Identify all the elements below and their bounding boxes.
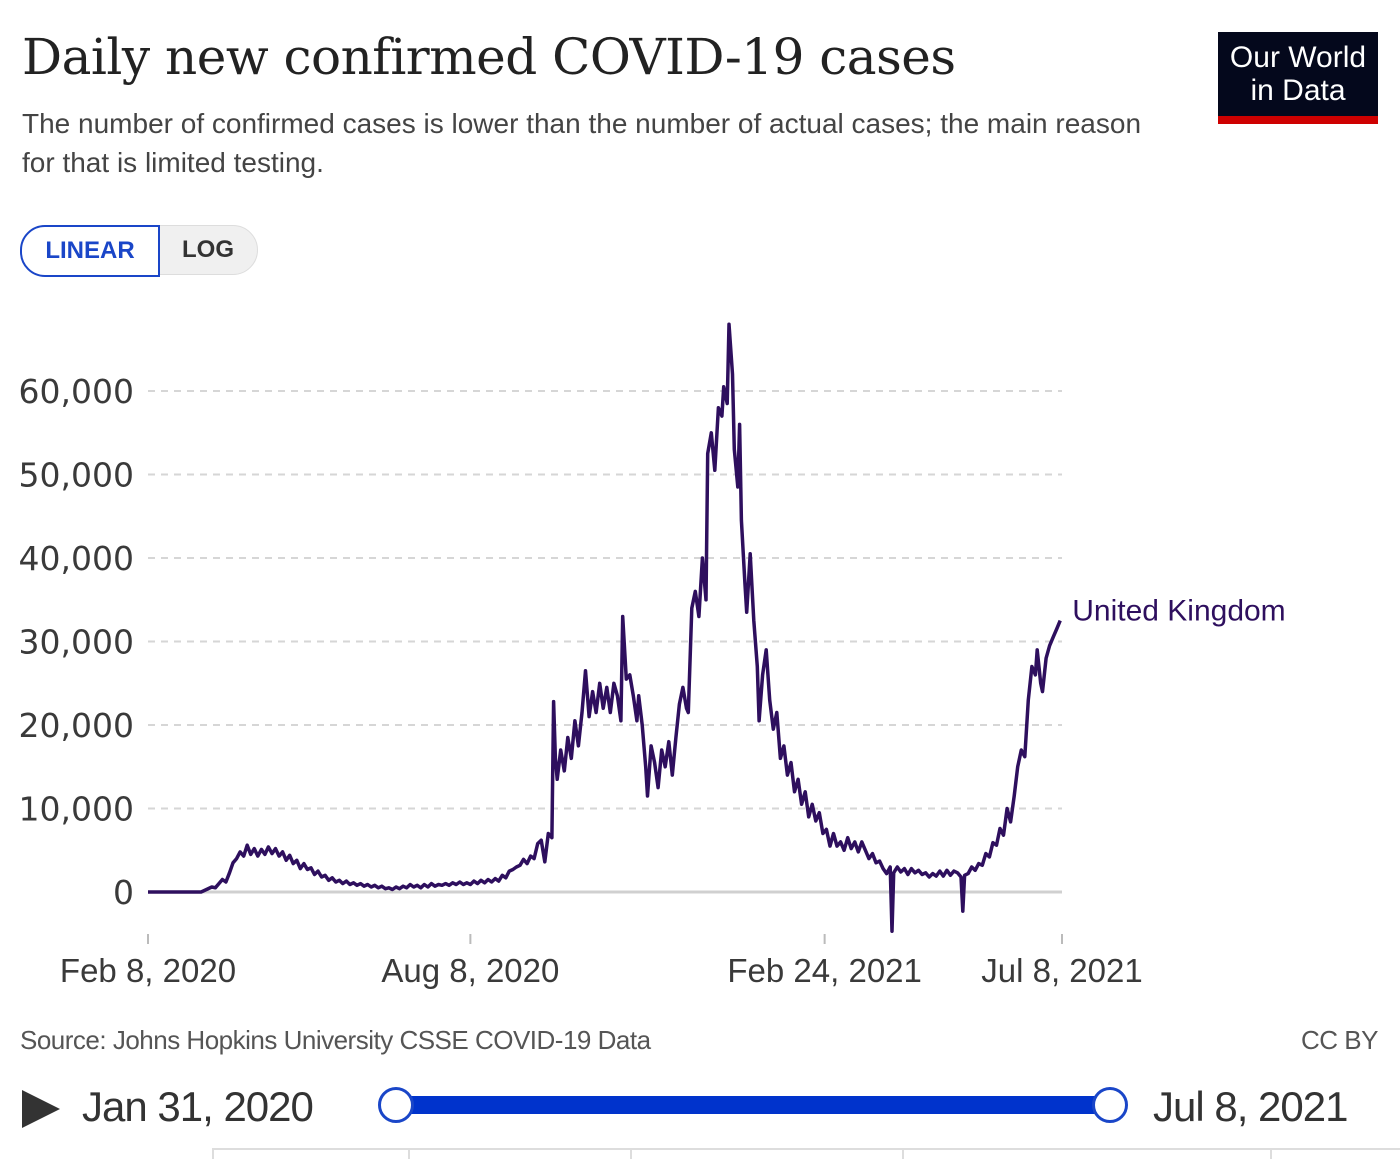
y-tick-label: 0 xyxy=(113,873,134,912)
timeline-start-label: Jan 31, 2020 xyxy=(82,1083,314,1130)
x-axis-ticks: Feb 8, 2020 Aug 8, 2020 Feb 24, 2021 Jul 8,… xyxy=(60,934,1143,989)
y-tick-label: 60,000 xyxy=(19,372,134,411)
series-label: United Kingdom xyxy=(1072,595,1285,628)
license-link[interactable]: CC BY xyxy=(1301,1025,1378,1055)
timeline-slider-track[interactable] xyxy=(396,1096,1110,1114)
y-tick-label: 40,000 xyxy=(19,539,134,578)
logo-red-bar xyxy=(1218,116,1378,124)
timeline-end-label: Jul 8, 2021 xyxy=(1153,1083,1348,1130)
tab-chart[interactable] xyxy=(212,1150,408,1159)
y-tick-label: 30,000 xyxy=(19,623,134,662)
log-scale-button[interactable]: LOG xyxy=(182,236,234,263)
tab-table[interactable] xyxy=(630,1150,902,1159)
y-axis-ticks: 0 10,000 20,000 30,000 40,000 50,000 60,000 xyxy=(19,372,134,912)
chart-title: Daily new confirmed COVID-19 cases xyxy=(22,28,956,86)
linear-scale-button[interactable]: LINEAR xyxy=(20,225,160,277)
chart-subtitle: The number of confirmed cases is lower t… xyxy=(22,108,1142,178)
source-note[interactable]: Source: Johns Hopkins University CSSE CO… xyxy=(20,1025,651,1055)
tab-strip xyxy=(212,1148,1400,1159)
play-icon[interactable] xyxy=(22,1090,60,1128)
gridlines xyxy=(148,390,1062,894)
x-tick-label: Feb 8, 2020 xyxy=(60,952,236,989)
logo-line-2: in Data xyxy=(1250,74,1346,107)
x-tick-label: Jul 8, 2021 xyxy=(981,952,1142,989)
x-tick-label: Aug 8, 2020 xyxy=(381,952,559,989)
series-line-united-kingdom xyxy=(148,322,1062,933)
timeline-start-handle[interactable] xyxy=(378,1087,414,1123)
line-chart: 0 10,000 20,000 30,000 40,000 50,000 60,000 Fe… xyxy=(19,322,1286,989)
tab-download[interactable] xyxy=(1270,1150,1400,1159)
timeline-end-handle[interactable] xyxy=(1092,1087,1128,1123)
tab-map[interactable] xyxy=(408,1150,630,1159)
y-tick-label: 50,000 xyxy=(19,456,134,495)
series-group: United Kingdom xyxy=(148,322,1286,933)
y-tick-label: 10,000 xyxy=(19,790,134,829)
logo-text: Our World in Data xyxy=(1218,32,1378,117)
y-tick-label: 20,000 xyxy=(19,706,134,745)
logo-line-1: Our World xyxy=(1229,41,1367,74)
owid-logo[interactable]: Our World in Data xyxy=(1218,32,1378,124)
x-tick-label: Feb 24, 2021 xyxy=(727,952,922,989)
tab-sources[interactable] xyxy=(902,1150,1270,1159)
scale-toggle: LINEAR LOG xyxy=(20,225,258,277)
